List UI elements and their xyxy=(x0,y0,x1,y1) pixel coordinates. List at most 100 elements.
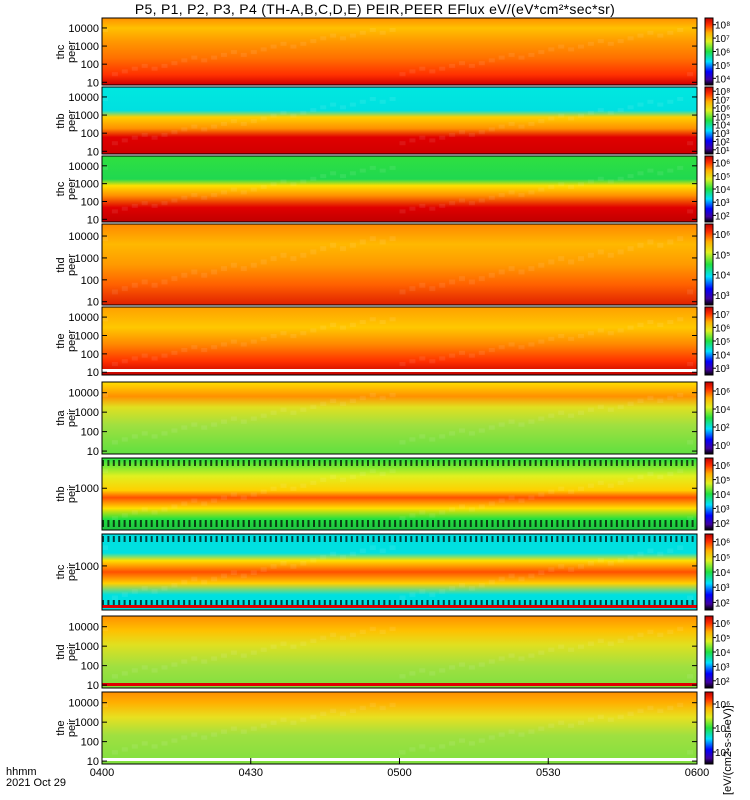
heatmap-streak xyxy=(627,477,634,482)
ytick-label: 10 xyxy=(87,680,99,692)
noise-tick xyxy=(134,520,137,527)
noise-tick xyxy=(285,460,288,466)
colorbar-tick-label: 10⁵ xyxy=(715,553,730,564)
date-label: 2021 Oct 29 xyxy=(6,777,66,789)
noise-tick xyxy=(372,520,375,527)
heatmap-streak xyxy=(657,171,664,176)
noise-tick xyxy=(534,600,537,607)
noise-tick xyxy=(642,520,645,527)
heatmap-streak xyxy=(211,498,218,503)
heatmap-streak xyxy=(181,659,188,664)
colorbar-tick-label: 10⁶ xyxy=(715,230,730,241)
noise-tick xyxy=(459,536,461,542)
heatmap-streak xyxy=(211,422,218,427)
noise-tick xyxy=(567,600,570,607)
xtick-label: 0400 xyxy=(90,767,114,779)
heatmap-streak xyxy=(211,576,218,582)
heatmap-streak xyxy=(449,201,456,206)
noise-tick xyxy=(534,536,537,542)
heatmap-streak xyxy=(161,741,168,746)
heatmap-streak xyxy=(131,510,138,515)
noise-tick xyxy=(285,600,288,607)
heatmap-streak xyxy=(131,434,138,439)
noise-tick xyxy=(426,460,429,466)
heatmap-streak xyxy=(280,252,287,258)
noise-tick xyxy=(199,460,202,466)
colorbar-gradient xyxy=(704,155,714,223)
heatmap-streak xyxy=(171,276,178,282)
heatmap-streak xyxy=(439,203,446,208)
noise-tick xyxy=(410,460,413,466)
colorbar-tick-label: 10⁷ xyxy=(715,310,730,321)
noise-tick xyxy=(648,460,651,466)
heatmap-streak xyxy=(587,179,594,184)
heatmap-streak xyxy=(568,413,575,418)
noise-tick xyxy=(231,520,234,527)
heatmap-streak xyxy=(459,504,465,509)
noise-tick xyxy=(275,600,278,607)
heatmap-streak xyxy=(369,626,376,632)
heatmap-streak xyxy=(429,69,436,74)
heatmap-streak xyxy=(468,132,475,137)
heatmap-streak xyxy=(409,206,416,211)
heatmap-streak xyxy=(201,659,208,664)
noise-tick xyxy=(318,600,321,607)
noise-tick xyxy=(107,536,110,542)
heatmap-streak xyxy=(578,182,584,187)
heatmap-streak xyxy=(359,30,366,35)
heatmap-streak xyxy=(230,726,237,731)
colorbar-unit-label: [eV/(cm2-s-sr-eV)] xyxy=(722,705,734,795)
heatmap-streak xyxy=(637,242,644,248)
heatmap-streak xyxy=(221,729,227,734)
noise-tick xyxy=(188,520,191,527)
noise-tick xyxy=(102,520,104,527)
heatmap-body xyxy=(102,224,697,305)
heatmap-streak xyxy=(171,738,178,743)
heatmap-streak xyxy=(320,325,327,330)
heatmap-streak xyxy=(121,592,128,597)
heatmap-streak xyxy=(320,711,327,716)
heatmap-streak xyxy=(369,165,376,170)
heatmap-streak xyxy=(468,63,475,68)
heatmap-streak xyxy=(597,714,604,719)
heatmap-streak xyxy=(280,483,287,488)
noise-tick xyxy=(615,460,618,466)
noise-tick xyxy=(307,460,310,466)
heatmap-streak xyxy=(260,116,267,121)
heatmap-streak xyxy=(667,30,674,35)
noise-tick xyxy=(334,460,337,466)
noise-tick xyxy=(675,520,678,527)
noise-tick xyxy=(221,460,223,466)
panel-ylabel-product: peir xyxy=(66,718,78,738)
heatmap-streak xyxy=(528,266,535,272)
heatmap-streak xyxy=(518,498,525,503)
colorbar-gradient xyxy=(704,533,714,611)
heatmap-streak xyxy=(300,331,307,336)
heatmap-streak xyxy=(508,190,515,195)
heatmap-streak xyxy=(409,747,416,752)
noise-tick xyxy=(594,520,597,527)
heatmap-streak xyxy=(389,626,396,632)
heatmap-streak xyxy=(439,66,446,71)
heatmap-streak xyxy=(191,656,198,661)
heatmap-streak xyxy=(320,36,327,41)
heatmap-streak xyxy=(687,674,694,679)
heatmap-streak xyxy=(191,498,198,503)
noise-tick xyxy=(340,536,342,542)
heatmap-panel-9: 10 100 1000 10000 10² 10³ 10⁴ 10⁵ 10⁶ xyxy=(68,615,730,692)
heatmap-streak xyxy=(528,121,535,126)
heatmap-streak xyxy=(340,554,346,560)
noise-tick xyxy=(188,600,191,607)
heatmap-streak xyxy=(538,50,545,55)
heatmap-streak xyxy=(647,30,654,35)
ytick-label: 10 xyxy=(87,214,99,226)
heatmap-streak xyxy=(290,44,297,49)
heatmap-streak xyxy=(528,495,535,500)
noise-tick xyxy=(621,600,624,607)
noise-tick xyxy=(367,536,369,542)
noise-tick xyxy=(426,600,429,607)
heatmap-streak xyxy=(468,741,475,746)
panel-ylabel-product: peir xyxy=(66,408,78,428)
